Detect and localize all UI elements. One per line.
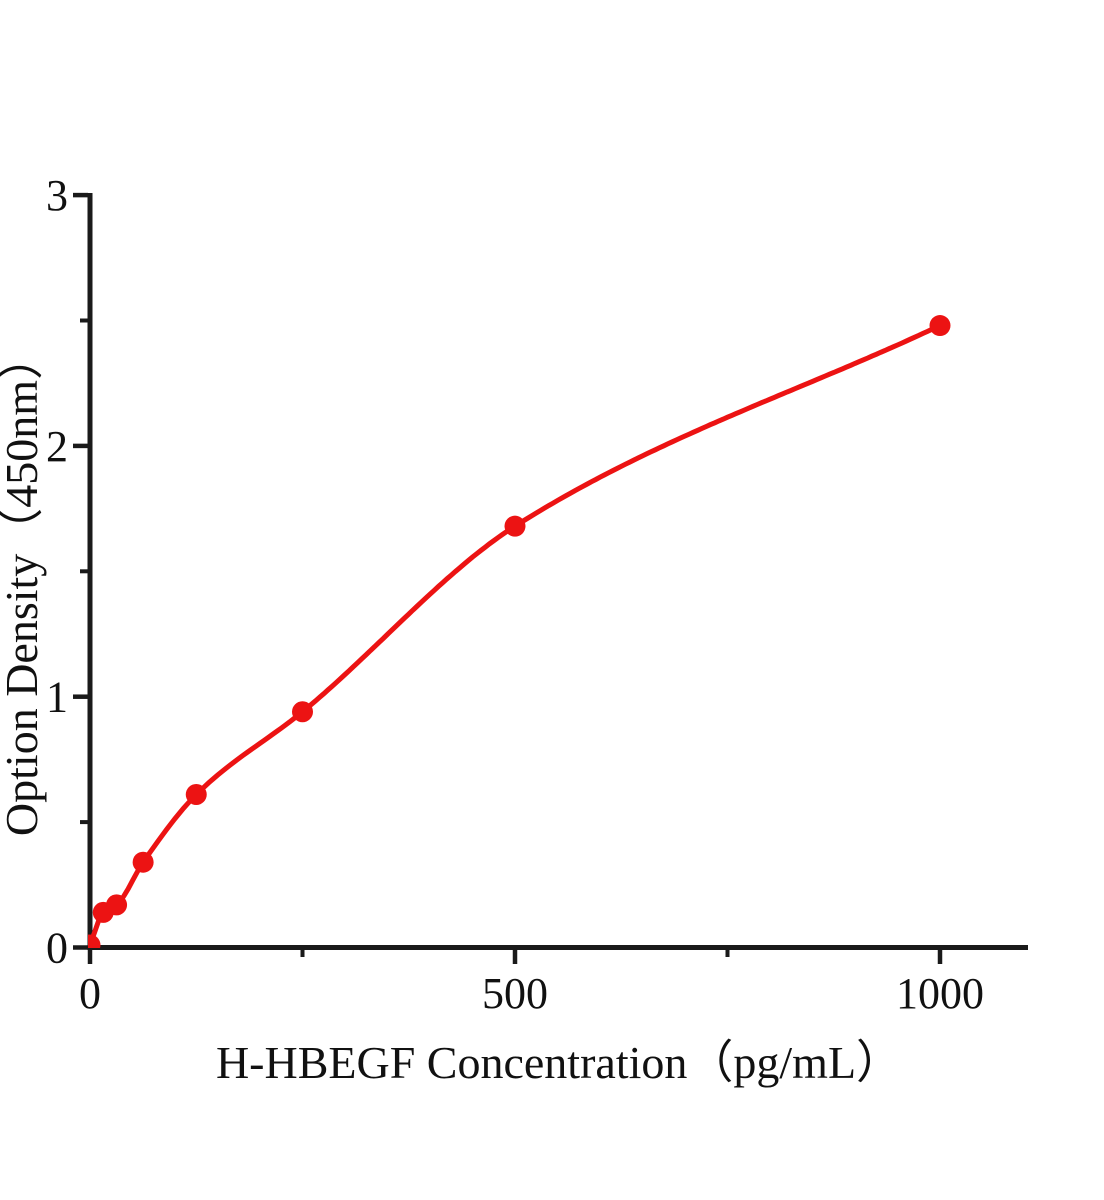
data-point [185, 784, 207, 806]
x-tick-label: 500 [482, 969, 548, 1018]
fitted-curve [88, 323, 943, 948]
data-point [132, 851, 154, 873]
axes-layer [73, 192, 1028, 964]
x-axis-title: H-HBEGF Concentration（pg/mL） [216, 1037, 902, 1088]
data-point [88, 934, 101, 948]
y-axis-title: Option Density（450nm） [0, 334, 47, 836]
y-tick-label: 1 [46, 673, 68, 722]
data-point [504, 515, 526, 537]
data-series-layer [88, 315, 951, 948]
data-point [292, 701, 313, 723]
y-tick-label: 0 [46, 924, 68, 973]
data-point [106, 894, 128, 916]
y-tick-label: 3 [46, 171, 68, 220]
data-point [929, 315, 951, 337]
x-tick-label: 1000 [896, 969, 984, 1018]
x-tick-label: 0 [79, 969, 101, 1018]
tick-label-layer: 0 1 2 3 0 500 1000 [46, 171, 984, 1018]
y-tick-label: 2 [46, 422, 68, 471]
